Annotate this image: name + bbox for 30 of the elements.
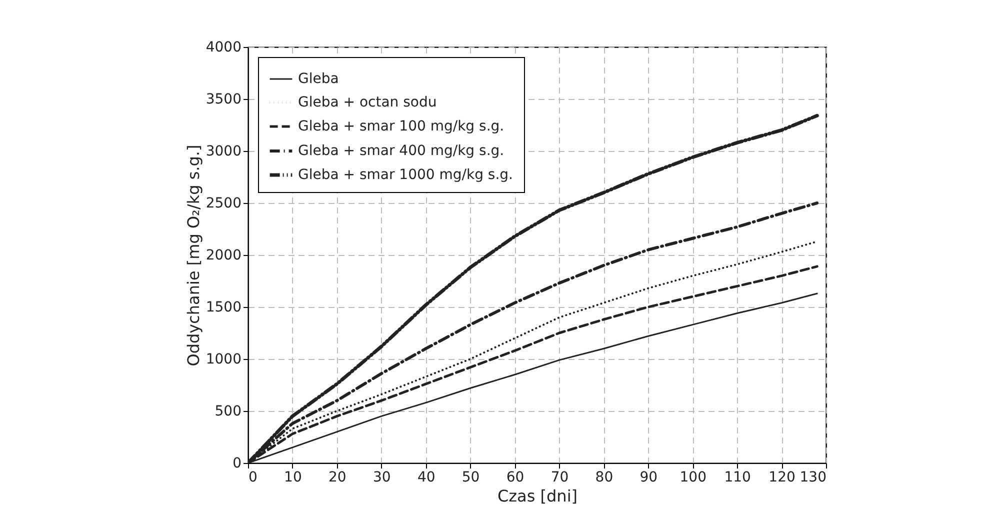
x-tick-label: 90	[640, 470, 658, 486]
y-tick-label: 2500	[206, 196, 242, 212]
x-tick-label: 80	[595, 470, 614, 486]
x-tick-label: 60	[506, 470, 524, 486]
x-tick-label: 0	[248, 470, 258, 486]
legend-label: Gleba + smar 1000 mg/kg s.g.	[298, 167, 514, 183]
y-axis-title: Oddychanie [mg O₂/kg s.g.]	[184, 144, 203, 366]
legend-label: Gleba	[298, 71, 339, 87]
x-tick-label: 70	[550, 470, 569, 486]
y-tick-label: 2000	[206, 248, 242, 264]
x-tick-label: 130	[800, 470, 826, 486]
x-tick-label: 40	[417, 470, 436, 486]
legend-label: Gleba + smar 100 mg/kg s.g.	[298, 118, 504, 134]
x-tick-label: 50	[462, 470, 480, 486]
y-tick-label: 4000	[206, 40, 242, 56]
y-tick-label: 500	[214, 404, 242, 420]
x-tick-label: 20	[328, 470, 346, 486]
x-tick-label: 110	[724, 470, 751, 486]
x-tick-label: 10	[284, 470, 302, 486]
legend-label: Gleba + smar 400 mg/kg s.g.	[298, 143, 504, 159]
x-tick-label: 120	[768, 470, 796, 486]
y-tick-label: 0	[232, 456, 242, 472]
y-tick-label: 3000	[206, 144, 242, 160]
x-tick-label: 30	[372, 470, 391, 486]
legend-label: Gleba + octan sodu	[298, 94, 437, 110]
y-tick-label: 1500	[206, 300, 242, 316]
x-axis-title: Czas [dni]	[497, 486, 578, 506]
y-tick-label: 1000	[206, 352, 242, 368]
x-tick-label: 100	[680, 470, 706, 486]
y-tick-label: 3500	[206, 92, 242, 108]
